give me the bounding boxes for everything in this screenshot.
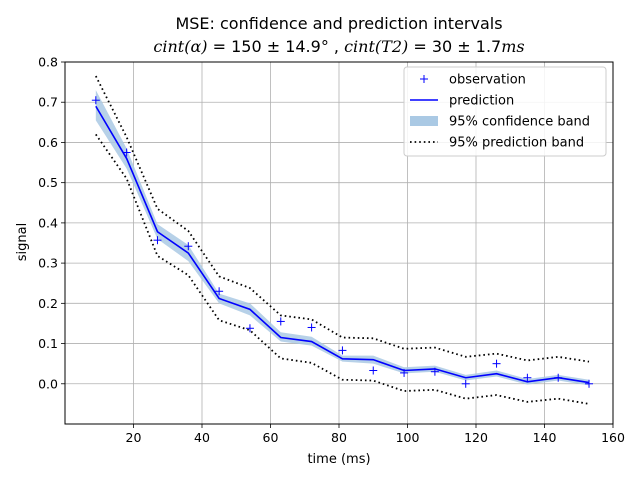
x-tick-label: 160 — [601, 430, 625, 445]
legend-handle-confidence-band — [410, 116, 438, 126]
x-tick-label: 120 — [464, 430, 488, 445]
observation-point — [400, 368, 409, 377]
legend-label: prediction — [449, 94, 514, 109]
subtitle-t2-label: cint(T2) — [344, 37, 408, 56]
prediction-line — [95, 105, 590, 384]
observation-point — [369, 366, 378, 375]
legend-label: observation — [449, 73, 526, 88]
y-tick-label: 0.6 — [38, 135, 58, 150]
observation-point — [554, 373, 563, 382]
observation-point — [153, 236, 162, 245]
y-tick-label: 0.8 — [38, 55, 58, 70]
subtitle-alpha-value: = 150 ± 14.9° — [208, 37, 329, 56]
observation-point — [338, 346, 347, 355]
chart-title: MSE: confidence and prediction intervals — [175, 14, 502, 33]
y-axis-ticks: 0.0 0.1 0.2 0.3 0.4 0.5 0.6 0.7 0.8 — [38, 55, 65, 391]
y-tick-label: 0.3 — [38, 256, 58, 271]
observation-point — [585, 379, 594, 388]
observation-point — [523, 373, 532, 382]
x-tick-label: 20 — [126, 430, 142, 445]
subtitle-separator: , — [329, 37, 344, 56]
x-tick-label: 80 — [331, 430, 347, 445]
observation-point — [492, 359, 501, 368]
x-axis-label: time (ms) — [307, 452, 370, 467]
subtitle-t2-value: = 30 ± 1.7 — [408, 37, 501, 56]
chart-subtitle: cint(α) = 150 ± 14.9° , cint(T2) = 30 ± … — [153, 37, 524, 56]
x-tick-label: 140 — [533, 430, 557, 445]
observation-point — [122, 148, 131, 157]
observation-point — [307, 323, 316, 332]
x-axis-ticks: 20 40 60 80 100 120 140 160 — [126, 424, 625, 445]
x-tick-label: 60 — [263, 430, 279, 445]
y-tick-label: 0.5 — [38, 175, 58, 190]
y-axis-label: signal — [15, 223, 30, 261]
observation-markers — [91, 96, 594, 388]
y-tick-label: 0.2 — [38, 296, 58, 311]
x-tick-label: 100 — [396, 430, 420, 445]
subtitle-alpha-label: cint(α) — [153, 37, 207, 56]
prediction-band-upper — [95, 75, 590, 363]
lines-layer — [95, 75, 590, 405]
legend-handle-observation — [420, 75, 428, 83]
y-tick-label: 0.0 — [38, 376, 58, 391]
y-tick-label: 0.1 — [38, 336, 58, 351]
observation-point — [276, 317, 285, 326]
observation-point — [461, 379, 470, 388]
legend-label: 95% prediction band — [449, 136, 584, 151]
y-tick-label: 0.7 — [38, 95, 58, 110]
observation-point — [184, 242, 193, 251]
observation-point — [91, 96, 100, 105]
observation-point — [215, 287, 224, 296]
x-tick-label: 40 — [194, 430, 210, 445]
y-tick-label: 0.4 — [38, 215, 58, 230]
legend-box — [403, 66, 607, 157]
subtitle-t2-unit: ms — [501, 37, 524, 56]
prediction-band-lower — [95, 133, 590, 405]
observation-point — [245, 324, 254, 333]
legend-label: 95% confidence band — [449, 115, 590, 130]
plot-area — [64, 61, 614, 425]
observation-point — [430, 367, 439, 376]
legend: observation prediction 95% confidence band… — [403, 66, 607, 157]
